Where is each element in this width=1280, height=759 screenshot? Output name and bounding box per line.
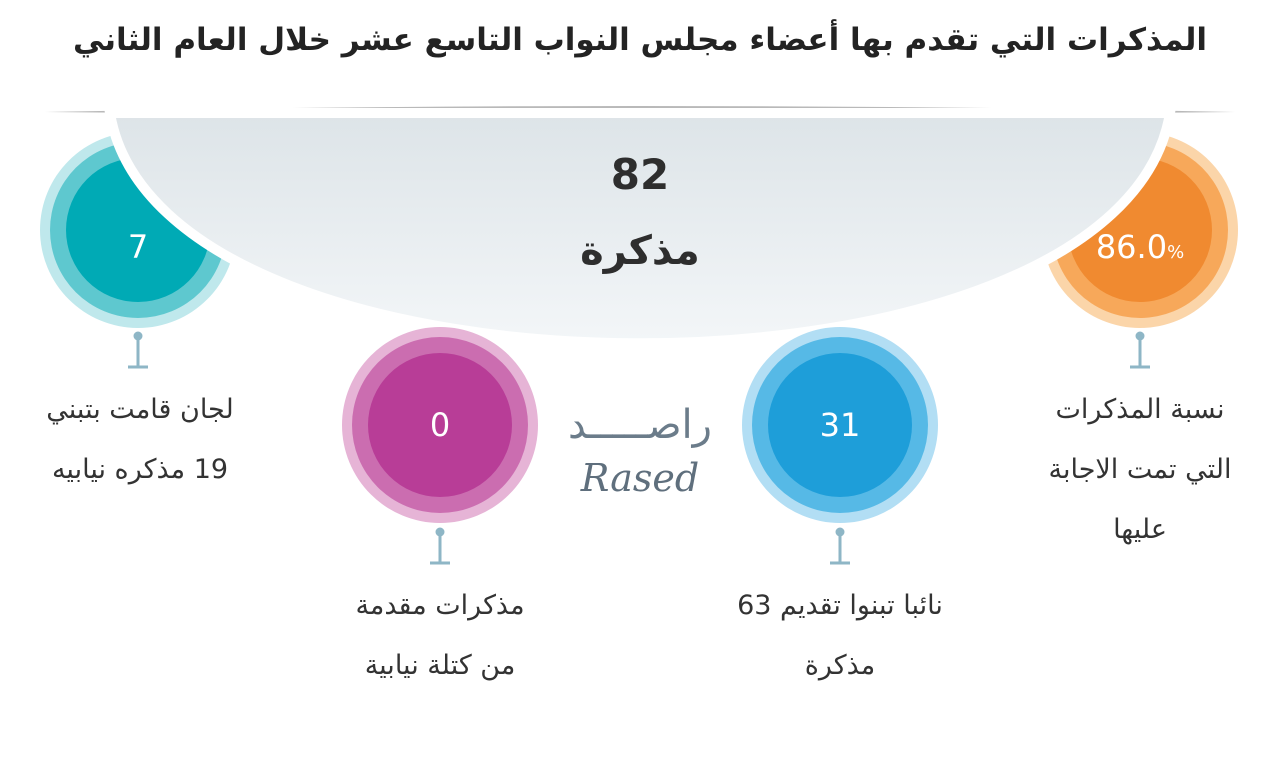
circle-deputies xyxy=(742,327,938,523)
bloc-label-line2: من كتلة نيابية xyxy=(364,650,516,681)
bowl xyxy=(104,108,1176,349)
answered-label-line3: عليها xyxy=(1113,514,1167,545)
deputies-value: 31 xyxy=(819,406,861,444)
answered-label-line1: نسبة المذكرات xyxy=(1055,394,1225,425)
page-title: المذكرات التي تقدم بها أعضاء مجلس النواب… xyxy=(72,22,1208,58)
connector-pins xyxy=(128,331,1150,565)
answered-label: نسبة المذكرات التي تمت الاجابة عليها xyxy=(1010,380,1270,560)
bloc-label: مذكرات مقدمة من كتلة نيابية xyxy=(300,576,580,696)
committees-label: لجان قامت بتبني 19 مذكره نيابيه xyxy=(10,380,270,500)
bloc-value: 0 xyxy=(429,406,451,444)
deputies-label: نائبا تبنوا تقديم 63 مذكرة xyxy=(690,576,990,696)
answered-value: 86.0% xyxy=(1070,228,1210,266)
committees-value: 7 xyxy=(127,228,149,266)
percent-sign: % xyxy=(1167,242,1185,263)
committees-label-line1: لجان قامت بتبني xyxy=(46,394,234,425)
logo-arabic: راصـــــد xyxy=(568,402,712,448)
circle-bloc xyxy=(342,327,538,523)
answered-label-line2: التي تمت الاجابة xyxy=(1048,454,1232,485)
deputies-label-line1: نائبا تبنوا تقديم 63 xyxy=(737,590,943,621)
deputies-label-line2: مذكرة xyxy=(804,650,876,681)
total-count: 82 xyxy=(610,150,670,199)
logo-english: Rased xyxy=(580,456,700,500)
answered-percent-value: 86.0 xyxy=(1095,228,1168,266)
total-label: مذكرة xyxy=(580,228,700,274)
bloc-label-line1: مذكرات مقدمة xyxy=(355,590,525,621)
committees-label-line2: 19 مذكره نيابيه xyxy=(51,454,229,485)
